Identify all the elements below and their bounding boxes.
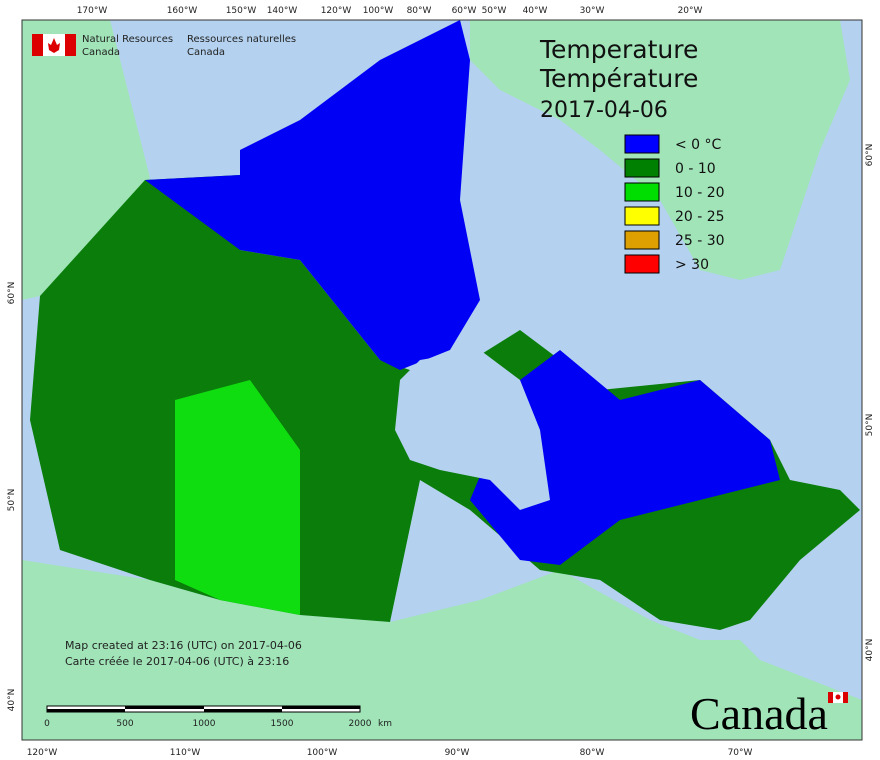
- graticule-label: 30°W: [580, 6, 605, 16]
- title-en: Temperature: [539, 35, 698, 64]
- legend-swatch: [624, 254, 660, 274]
- graticule-label: 100°W: [307, 748, 338, 758]
- legend-label: 25 - 30: [675, 233, 725, 249]
- dept-en: Natural Resources: [82, 34, 173, 45]
- scale-label: 500: [116, 719, 133, 729]
- scale-unit: km: [378, 719, 392, 729]
- graticule-label: 100°W: [363, 6, 394, 16]
- legend-label: < 0 °C: [675, 137, 722, 153]
- usa: [22, 560, 862, 740]
- graticule-label: 170°W: [77, 6, 108, 16]
- graticule-label: 40°W: [523, 6, 548, 16]
- alaska: [22, 20, 150, 300]
- legend-label: 10 - 20: [675, 185, 725, 201]
- prairies-warm: [175, 380, 300, 615]
- legend-label: > 30: [675, 257, 709, 273]
- graticule-label: 60°W: [452, 6, 477, 16]
- credit: Map created at 23:16 (UTC) on 2017-04-06: [65, 639, 302, 652]
- legend-swatch: [624, 158, 660, 178]
- greenland: [470, 20, 850, 280]
- graticule-label: 120°W: [27, 748, 58, 758]
- graticule-label: 110°W: [170, 748, 201, 758]
- graticule-label: 80°W: [580, 748, 605, 758]
- graticule-label: 40°N: [7, 689, 17, 712]
- graticule-label: 70°W: [728, 748, 753, 758]
- graticule-label: 50°N: [7, 489, 17, 512]
- graticule-label: 60°N: [865, 144, 875, 167]
- legend-label: 0 - 10: [675, 161, 716, 177]
- arctic-cold: [145, 20, 480, 370]
- scale-label: 2000: [349, 719, 372, 729]
- wordmark: Canada: [690, 688, 828, 739]
- quebec-cold: [470, 350, 780, 565]
- frame: [21, 19, 863, 741]
- graticule-label: 60°N: [7, 282, 17, 305]
- graticule-label: 90°W: [445, 748, 470, 758]
- graticule-label: 50°N: [865, 414, 875, 437]
- legend-swatch: [624, 230, 660, 250]
- scale-bar: [46, 705, 361, 713]
- small-flag: [828, 692, 848, 703]
- legend-label: 20 - 25: [675, 209, 725, 225]
- graticule-label: 50°W: [482, 6, 507, 16]
- scale-label: 0: [44, 719, 50, 729]
- title-fr: Température: [539, 64, 698, 93]
- legend-swatch: [624, 182, 660, 202]
- graticule-label: 20°W: [678, 6, 703, 16]
- legend-swatch: [624, 134, 660, 154]
- flag: [32, 34, 76, 56]
- graticule-label: 140°W: [267, 6, 298, 16]
- graticule-label: 160°W: [167, 6, 198, 16]
- dept-fr: Ressources naturelles: [187, 34, 296, 45]
- hudson-bay: [395, 350, 550, 510]
- graticule-label: 40°N: [865, 639, 875, 662]
- dept-en: Canada: [82, 47, 120, 58]
- credit: Carte créée le 2017-04-06 (UTC) à 23:16: [65, 655, 289, 668]
- graticule-label: 150°W: [226, 6, 257, 16]
- scale-label: 1500: [271, 719, 294, 729]
- legend-swatch: [624, 206, 660, 226]
- graticule-label: 80°W: [407, 6, 432, 16]
- graticule-label: 120°W: [321, 6, 352, 16]
- dept-fr: Canada: [187, 47, 225, 58]
- scale-label: 1000: [193, 719, 216, 729]
- title-date: 2017-04-06: [540, 98, 668, 123]
